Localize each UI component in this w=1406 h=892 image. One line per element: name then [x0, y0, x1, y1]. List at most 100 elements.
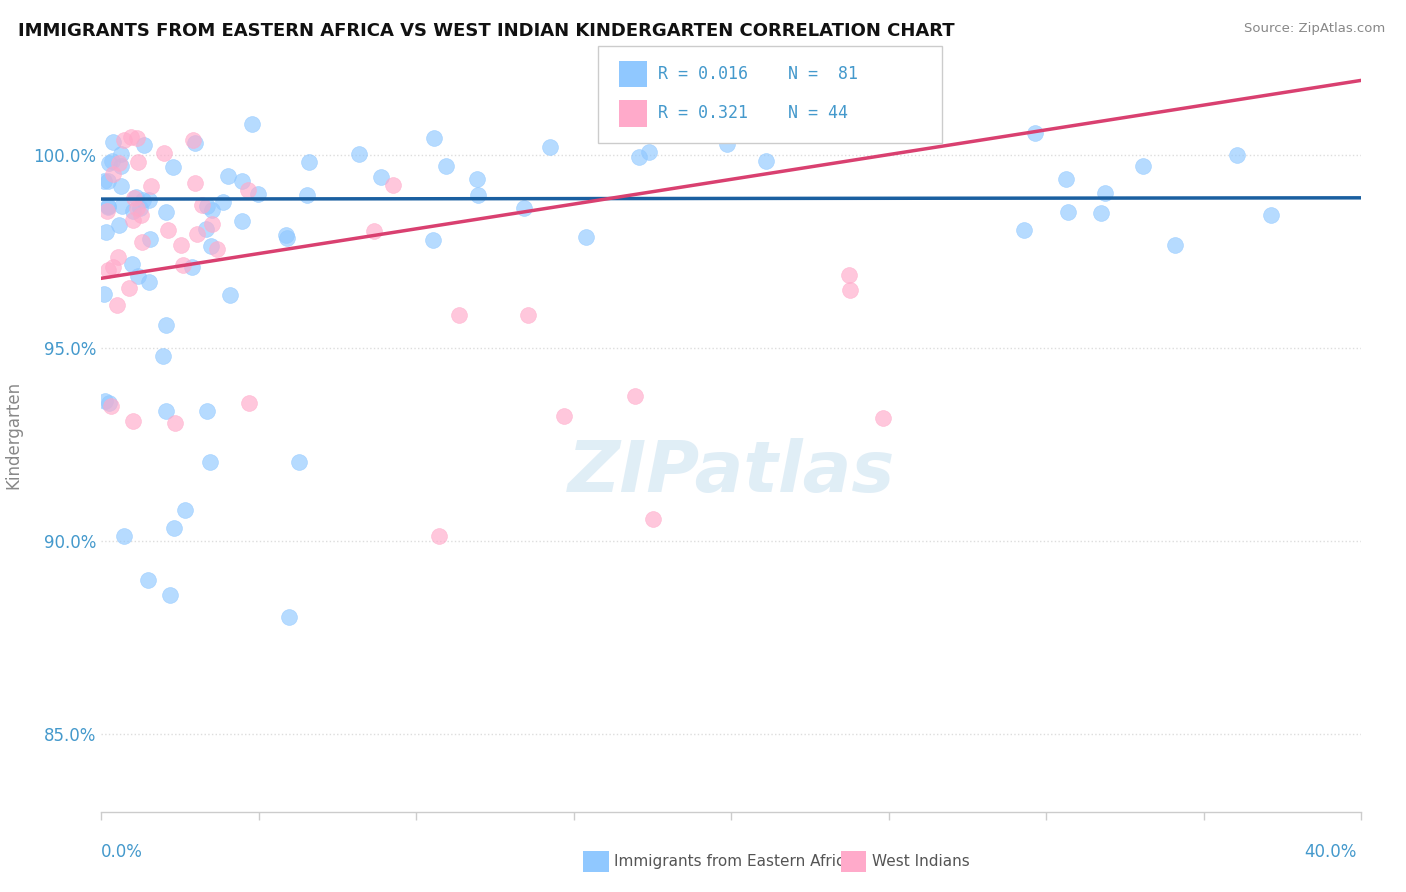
- Point: [97, 199, 120, 213]
- Point: [153, 146, 176, 161]
- Point: [156, 223, 179, 237]
- Point: [105, 298, 128, 312]
- Point: [872, 411, 894, 425]
- Text: 0.0%: 0.0%: [101, 843, 143, 861]
- Point: [295, 188, 318, 202]
- Point: [107, 251, 129, 265]
- Point: [112, 529, 135, 543]
- Point: [1024, 126, 1046, 140]
- Point: [276, 227, 298, 242]
- Point: [363, 224, 385, 238]
- Point: [839, 284, 862, 298]
- Text: R = 0.016    N =  81: R = 0.016 N = 81: [658, 65, 858, 83]
- Point: [190, 198, 212, 212]
- Point: [152, 349, 174, 363]
- Point: [838, 268, 860, 282]
- Point: [194, 222, 217, 236]
- Point: [122, 191, 145, 205]
- Point: [93, 174, 115, 188]
- Point: [110, 147, 132, 161]
- Point: [155, 318, 177, 333]
- Point: [122, 414, 145, 428]
- Point: [211, 195, 233, 210]
- Point: [382, 178, 405, 192]
- Point: [128, 201, 150, 215]
- Point: [198, 455, 221, 469]
- Point: [94, 225, 117, 239]
- Point: [575, 230, 598, 244]
- Point: [97, 262, 120, 277]
- Point: [120, 129, 142, 144]
- Point: [101, 135, 124, 149]
- Point: [129, 208, 152, 222]
- Point: [172, 258, 194, 272]
- Point: [278, 610, 301, 624]
- Point: [100, 399, 122, 413]
- Point: [1094, 186, 1116, 200]
- Point: [125, 131, 148, 145]
- Point: [170, 237, 193, 252]
- Text: Immigrants from Eastern Africa: Immigrants from Eastern Africa: [614, 855, 855, 869]
- Point: [628, 150, 651, 164]
- Point: [231, 174, 253, 188]
- Point: [1164, 238, 1187, 252]
- Point: [1132, 160, 1154, 174]
- Point: [138, 194, 160, 208]
- Point: [162, 160, 184, 174]
- Point: [553, 409, 575, 423]
- Point: [513, 201, 536, 215]
- Point: [122, 203, 145, 218]
- Point: [1054, 171, 1077, 186]
- Text: Source: ZipAtlas.com: Source: ZipAtlas.com: [1244, 22, 1385, 36]
- Point: [163, 521, 186, 535]
- Point: [465, 172, 488, 186]
- Point: [110, 159, 132, 173]
- Point: [97, 174, 120, 188]
- Point: [121, 257, 143, 271]
- Point: [200, 238, 222, 252]
- Point: [1226, 148, 1249, 162]
- Point: [516, 308, 538, 322]
- Point: [276, 231, 298, 245]
- Point: [125, 201, 148, 215]
- Point: [427, 529, 450, 543]
- Point: [298, 155, 321, 169]
- Point: [238, 183, 260, 197]
- Point: [242, 117, 264, 131]
- Point: [96, 203, 118, 218]
- Point: [1056, 205, 1078, 219]
- Point: [124, 189, 146, 203]
- Point: [754, 153, 776, 168]
- Text: 40.0%: 40.0%: [1305, 843, 1357, 861]
- Point: [205, 242, 228, 256]
- Point: [107, 155, 129, 169]
- Point: [184, 136, 207, 151]
- Point: [370, 169, 392, 184]
- Point: [423, 131, 446, 145]
- Point: [101, 167, 124, 181]
- Point: [247, 186, 270, 201]
- Point: [184, 176, 207, 190]
- Point: [238, 396, 260, 410]
- Text: West Indians: West Indians: [872, 855, 970, 869]
- Point: [163, 416, 186, 430]
- Point: [110, 178, 132, 193]
- Point: [1090, 206, 1112, 220]
- Point: [467, 188, 489, 202]
- Point: [181, 133, 204, 147]
- Point: [219, 287, 242, 301]
- Point: [93, 287, 115, 301]
- Point: [538, 140, 561, 154]
- Point: [195, 199, 218, 213]
- Point: [159, 588, 181, 602]
- Point: [136, 573, 159, 587]
- Point: [434, 160, 457, 174]
- Text: R = 0.321    N = 44: R = 0.321 N = 44: [658, 104, 848, 122]
- Point: [347, 146, 370, 161]
- Point: [108, 218, 131, 232]
- Text: IMMIGRANTS FROM EASTERN AFRICA VS WEST INDIAN KINDERGARTEN CORRELATION CHART: IMMIGRANTS FROM EASTERN AFRICA VS WEST I…: [18, 22, 955, 40]
- Point: [195, 404, 218, 418]
- Point: [231, 213, 253, 227]
- Point: [112, 133, 135, 147]
- Point: [173, 503, 195, 517]
